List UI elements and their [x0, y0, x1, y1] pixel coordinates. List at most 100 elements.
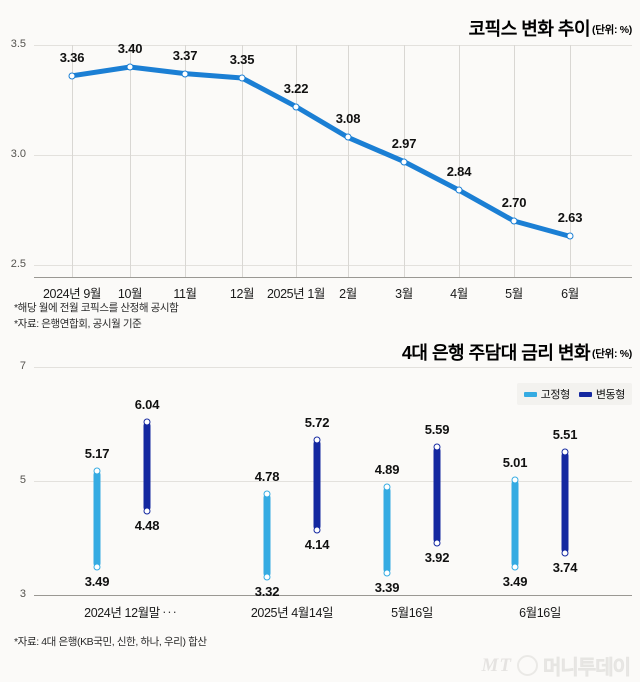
range-bar-endpoint-low[interactable] — [433, 539, 441, 547]
legend-item-fixed[interactable]: 고정형 — [523, 386, 571, 402]
range-bar[interactable] — [143, 421, 151, 511]
range-bar-endpoint-high[interactable] — [263, 490, 271, 498]
range-bar-low-label: 3.32 — [254, 583, 280, 599]
bottom-axis-line — [34, 595, 632, 596]
top-x-label: 5월 — [505, 287, 523, 301]
top-vgrid-4 — [296, 45, 297, 277]
range-bar-endpoint-low[interactable] — [143, 507, 151, 515]
range-bar[interactable] — [263, 493, 271, 577]
legend-item-variable[interactable]: 변동형 — [578, 386, 626, 402]
cofix-trend-chart-panel: 코픽스 변화 추이 (단위: %) 3.5 3.0 2.5 3.36 3.40 3.3… — [0, 0, 640, 335]
range-bar-endpoint-low[interactable] — [93, 563, 101, 571]
range-bar-endpoint-low[interactable] — [383, 569, 391, 577]
range-bar-low-label: 3.49 — [502, 574, 528, 590]
money-today-watermark: MT 머니투데이 — [481, 651, 632, 680]
legend-swatch-fixed — [523, 391, 537, 397]
bottom-x-label: 5월16일 — [391, 606, 433, 620]
top-data-point[interactable] — [68, 72, 76, 80]
range-bar-high-label: 5.01 — [502, 455, 528, 471]
bottom-note-1: *자료: 4대 은행(KB국민, 신한, 하나, 우리) 합산 — [14, 636, 207, 648]
top-x-label: 6월 — [561, 287, 579, 301]
top-vgrid-1 — [130, 45, 131, 277]
range-bar-high-label: 4.78 — [254, 468, 280, 484]
top-data-point[interactable] — [455, 186, 463, 194]
top-ytick-3-5-text: 3.5 — [10, 38, 26, 50]
legend-label-fixed: 고정형 — [540, 389, 571, 401]
range-bar[interactable] — [93, 471, 101, 568]
range-bar-endpoint-low[interactable] — [561, 549, 569, 557]
range-bar-low-label: 3.49 — [84, 574, 110, 590]
range-bar[interactable] — [511, 480, 519, 568]
range-bar[interactable] — [383, 487, 391, 573]
legend-swatch-variable — [578, 391, 592, 397]
range-bar-low-label: 3.74 — [552, 559, 578, 575]
top-data-point[interactable] — [400, 158, 408, 166]
top-data-label: 3.37 — [172, 47, 198, 63]
top-data-label: 3.36 — [59, 49, 85, 65]
bottom-x-label: 2024년 12월말 — [84, 606, 160, 620]
top-data-point[interactable] — [181, 70, 189, 78]
mortgage-rate-chart-panel: 4대 은행 주담대 금리 변화 (단위: %) 고정형 변동형 7 5 3 5.1… — [0, 335, 640, 682]
top-vgrid-8 — [514, 45, 515, 277]
watermark-mt-text: MT — [481, 654, 512, 676]
top-line-series-svg — [69, 64, 573, 239]
top-data-point[interactable] — [510, 217, 518, 225]
top-x-label: 3월 — [395, 287, 413, 301]
range-bar[interactable] — [561, 451, 569, 553]
top-data-point[interactable] — [238, 74, 246, 82]
top-data-point[interactable] — [344, 133, 352, 141]
top-data-label: 2.70 — [501, 195, 527, 210]
top-vgrid-3 — [242, 45, 243, 277]
top-data-point[interactable] — [566, 232, 574, 240]
top-ytick-2-5-text: 2.5 — [10, 258, 26, 270]
top-vgrid-2 — [185, 45, 186, 277]
top-ytick-3-0-text: 3.0 — [10, 148, 26, 160]
watermark-name-text: 머니투데이 — [543, 657, 632, 680]
range-bar-endpoint-high[interactable] — [561, 448, 569, 456]
range-bar-high-label: 5.51 — [552, 426, 578, 442]
top-data-label: 3.08 — [335, 111, 361, 127]
range-bar-endpoint-low[interactable] — [511, 563, 519, 571]
top-data-point[interactable] — [126, 63, 134, 71]
top-x-label: 10월 — [117, 287, 143, 301]
range-bar-low-label: 3.92 — [424, 549, 450, 565]
top-data-point[interactable] — [292, 103, 300, 111]
range-bar-endpoint-high[interactable] — [143, 418, 151, 426]
bottom-gridline-7 — [34, 367, 632, 368]
top-x-label: 2월 — [339, 287, 357, 301]
top-gridline-3-0 — [34, 155, 632, 156]
bottom-chart-unit: (단위: %) — [592, 348, 632, 360]
range-bar-endpoint-high[interactable] — [511, 476, 519, 484]
range-bar-low-label: 4.48 — [134, 517, 160, 533]
top-data-label: 2.63 — [557, 210, 583, 226]
range-bar-high-label: 4.89 — [374, 462, 400, 478]
range-bar-endpoint-low[interactable] — [313, 526, 321, 534]
range-bar-low-label: 4.14 — [304, 537, 330, 553]
range-bar-endpoint-high[interactable] — [433, 443, 441, 451]
range-bar-endpoint-high[interactable] — [383, 483, 391, 491]
top-data-label: 2.97 — [391, 135, 417, 151]
top-gridline-2-5 — [34, 265, 632, 266]
top-axis-line — [34, 277, 632, 278]
range-bar[interactable] — [433, 447, 441, 543]
bottom-axis-ellipsis: ··· — [162, 605, 178, 619]
top-data-label: 3.22 — [283, 80, 309, 96]
range-bar-endpoint-low[interactable] — [263, 573, 271, 581]
range-bar-endpoint-high[interactable] — [93, 467, 101, 475]
top-x-label: 4월 — [450, 287, 468, 301]
top-line-path — [69, 64, 573, 239]
bottom-x-label: 6월16일 — [519, 606, 561, 620]
legend-label-variable: 변동형 — [595, 389, 626, 401]
range-bar-high-label: 5.59 — [424, 422, 450, 438]
top-chart-title-text: 코픽스 변화 추이 — [468, 19, 591, 39]
top-chart-unit: (단위: %) — [592, 24, 632, 36]
top-vgrid-9 — [570, 45, 571, 277]
top-note-1: *해당 월에 전월 코픽스를 산정해 공시함 — [14, 302, 179, 314]
range-bar-endpoint-high[interactable] — [313, 436, 321, 444]
bottom-chart-legend: 고정형 변동형 — [516, 383, 632, 405]
top-data-label: 3.35 — [229, 52, 255, 67]
top-x-label: 2025년 1월 — [266, 287, 326, 301]
top-chart-title: 코픽스 변화 추이 (단위: %) — [468, 15, 633, 41]
top-vgrid-5 — [348, 45, 349, 277]
range-bar[interactable] — [313, 439, 321, 530]
